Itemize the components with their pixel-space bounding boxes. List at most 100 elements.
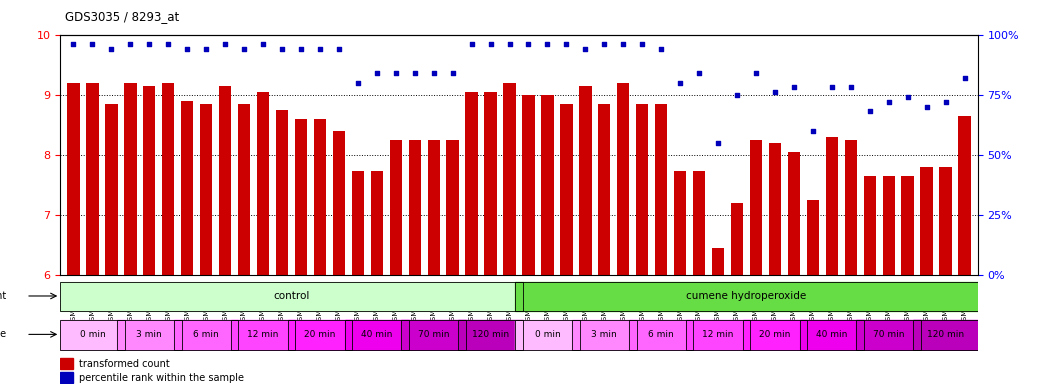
Text: control: control [273,291,309,301]
Text: GDS3035 / 8293_at: GDS3035 / 8293_at [65,10,180,23]
Point [293,46,309,52]
Point [767,89,784,95]
Point [483,41,499,47]
Point [444,70,461,76]
Point [899,94,916,100]
Bar [313,119,326,275]
Bar [60,358,73,369]
Bar [60,320,125,350]
Bar [181,101,193,275]
Point [65,41,82,47]
Point [407,70,424,76]
Bar [572,320,636,350]
Bar [402,320,466,350]
Point [919,104,935,110]
Bar [117,320,182,350]
Bar [174,320,239,350]
Bar [856,320,921,350]
Bar [674,171,686,275]
Bar [276,109,289,275]
Bar [230,320,295,350]
Bar [743,320,808,350]
Bar [60,320,125,350]
Text: 120 min: 120 min [472,330,509,339]
Point [596,41,612,47]
Bar [825,137,838,275]
Point [387,70,404,76]
Bar [856,320,921,350]
Bar [845,139,857,275]
Bar [409,139,420,275]
Bar [256,91,269,275]
Point [122,41,139,47]
Text: 6 min: 6 min [193,330,219,339]
Bar [515,282,978,311]
Bar [901,175,913,275]
Point [653,46,670,52]
Bar [515,282,978,311]
Bar [939,167,952,275]
Point [710,139,727,146]
Text: 12 min: 12 min [247,330,279,339]
Text: 40 min: 40 min [361,330,392,339]
Bar [515,320,579,350]
Bar [882,175,895,275]
Bar [200,104,213,275]
Bar [921,167,933,275]
Bar [636,104,649,275]
Point [786,84,802,91]
Bar [629,320,693,350]
Bar [125,83,137,275]
Point [350,79,366,86]
Text: 120 min: 120 min [927,330,964,339]
Point [179,46,195,52]
Text: transformed count: transformed count [79,359,169,369]
Text: 6 min: 6 min [649,330,674,339]
Bar [288,320,352,350]
Text: cumene hydroperoxide: cumene hydroperoxide [686,291,807,301]
Text: percentile rank within the sample: percentile rank within the sample [79,372,244,383]
Bar [749,139,762,275]
Bar [788,152,800,275]
Bar [371,171,383,275]
Text: time: time [0,329,7,339]
Point [804,127,821,134]
Bar [288,320,352,350]
Bar [446,139,459,275]
Bar [712,248,725,275]
Bar [345,320,409,350]
Bar [402,320,466,350]
Bar [807,200,819,275]
Bar [503,83,516,275]
Point [747,70,764,76]
Point [501,41,518,47]
Bar [958,116,971,275]
Bar [522,94,535,275]
Point [956,75,973,81]
Point [558,41,575,47]
Point [368,70,385,76]
Text: 3 min: 3 min [136,330,162,339]
Bar [686,320,750,350]
Bar [389,139,402,275]
Point [311,46,328,52]
Bar [60,282,523,311]
Point [141,41,158,47]
Text: 70 min: 70 min [873,330,904,339]
Bar [345,320,409,350]
Point [254,41,271,47]
Point [539,41,555,47]
Text: 20 min: 20 min [759,330,791,339]
Text: 20 min: 20 min [304,330,335,339]
Bar [238,104,250,275]
Bar [485,91,497,275]
Bar [352,171,364,275]
Bar [572,320,636,350]
Point [463,41,480,47]
Point [198,46,215,52]
Bar [618,83,629,275]
Bar [864,175,876,275]
Text: 0 min: 0 min [535,330,561,339]
Bar [174,320,239,350]
Point [823,84,840,91]
